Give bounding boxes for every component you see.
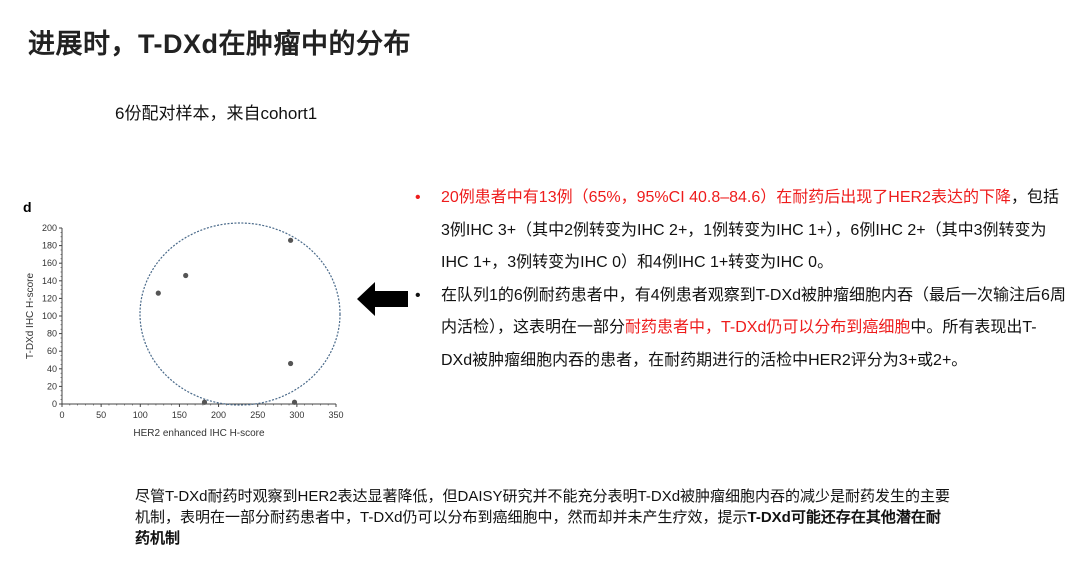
bullet-list: • 20例患者中有13例（65%，95%CI 40.8–84.6）在耐药后出现了… (411, 182, 1066, 377)
data-point (201, 399, 208, 405)
bullet-text: 中。所有表现出T-DXd被肿瘤细胞内吞的患者，在耐药期进行的活检中HER2评分为… (441, 319, 1037, 369)
summary-text: 尽管T-DXd耐药时观察到HER2表达显著降低，但DAISY研究并不能充分表明T… (135, 488, 951, 526)
left-arrow-icon (357, 282, 408, 316)
x-tick-label: 150 (172, 410, 187, 420)
y-tick-label: 60 (47, 346, 57, 356)
x-tick-label: 100 (133, 410, 148, 420)
summary-paragraph: 尽管T-DXd耐药时观察到HER2表达显著降低，但DAISY研究并不能充分表明T… (135, 486, 955, 549)
data-point (287, 237, 294, 243)
panel-label: d (23, 199, 32, 215)
data-point (287, 360, 294, 367)
bullet-marker: • (415, 189, 421, 206)
y-tick-label: 40 (47, 364, 57, 374)
bullet-text: 在队列1的6例耐药患者中，有4例患者观察到T-DXd被肿瘤细胞内吞（最后一次输注… (441, 286, 1066, 337)
scatter-chart: d 0 50 100 150 200 250 300 350 0 20 40 60 80 100 120 14… (23, 199, 344, 439)
bullet-marker: • (415, 286, 421, 304)
highlight-ellipse (139, 222, 341, 406)
y-tick-label: 120 (42, 293, 57, 303)
bullet-text-highlight: 耐药患者中，T-DXd仍可以分布到癌细胞 (625, 319, 911, 336)
bullet-text-highlight: 20例患者中有13例（65%，95%CI 40.8–84.6）在耐药后出现了HE… (441, 189, 1011, 206)
x-tick-label: 50 (96, 410, 106, 420)
slide-title: 进展时，T-DXd在肿瘤中的分布 (28, 29, 411, 59)
data-point (291, 399, 298, 405)
bullet-text: ，包括3例IHC 3+（其中2例转变为IHC 2+，1例转变为IHC 1+），6… (441, 189, 1059, 271)
data-point (183, 272, 189, 279)
bullet-item: • 在队列1的6例耐药患者中，有4例患者观察到T-DXd被肿瘤细胞内吞（最后一次… (411, 280, 1066, 378)
y-tick-label: 20 (47, 381, 57, 391)
data-points (155, 237, 298, 405)
x-tick-label: 200 (211, 410, 226, 420)
summary-conclusion: T-DXd可能还存在其他潜在耐药机制 (135, 509, 941, 547)
y-tick-label: 160 (42, 258, 57, 268)
bullet-item: • 20例患者中有13例（65%，95%CI 40.8–84.6）在耐药后出现了… (411, 182, 1066, 280)
y-tick-label: 80 (47, 329, 57, 339)
x-axis-label: HER2 enhanced IHC H-score (133, 428, 265, 439)
x-tick-label: 350 (328, 410, 343, 420)
slide-subtitle: 6份配对样本，来自cohort1 (115, 104, 318, 123)
y-tick-label: 200 (42, 223, 57, 233)
y-axis-label: T-DXd IHC H-score (25, 273, 36, 360)
x-tick-label: 300 (289, 410, 304, 420)
y-tick-label: 0 (52, 399, 57, 409)
y-tick-label: 140 (42, 276, 57, 286)
data-point (155, 290, 161, 296)
y-tick-label: 100 (42, 311, 57, 321)
x-tick-label: 250 (250, 410, 265, 420)
axes: 0 50 100 150 200 250 300 350 0 20 40 60 80 100 120 140 1… (42, 223, 344, 420)
x-tick-label: 0 (59, 410, 64, 420)
y-tick-label: 180 (42, 241, 57, 251)
